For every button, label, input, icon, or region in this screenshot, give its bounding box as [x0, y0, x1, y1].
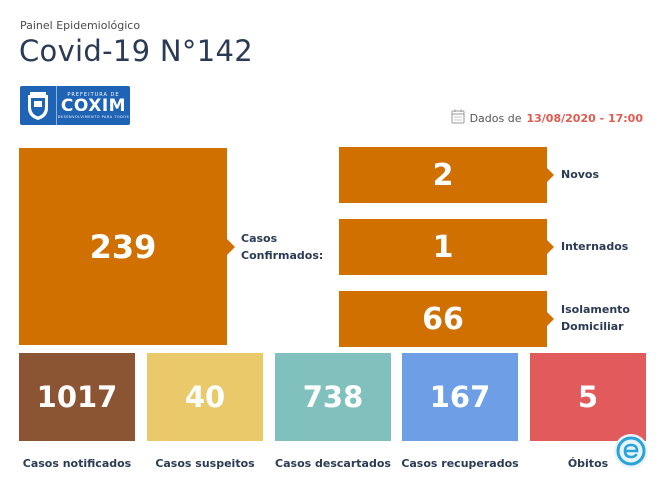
confirmed-label-line2: Confirmados:: [241, 249, 324, 262]
logo-main-text: COXIM: [60, 96, 127, 116]
data-date-line: Dados de 13/08/2020 - 17:00: [451, 109, 643, 127]
recovered-cases-label: Casos recuperados: [401, 457, 519, 470]
page-title: Covid-19 N°142: [19, 34, 253, 68]
hospitalized-value: 1: [432, 229, 454, 265]
recovered-cases-box: 167: [402, 353, 518, 441]
home-isolation-label-line2: Domiciliar: [561, 320, 624, 333]
discarded-cases-label: Casos descartados: [275, 457, 391, 470]
discarded-cases-value: 738: [302, 380, 364, 414]
notified-cases-value: 1017: [36, 380, 118, 414]
new-cases-label-text: Novos: [561, 168, 600, 181]
calendar-icon: [451, 109, 465, 127]
confirmed-cases-label: Casos Confirmados:: [241, 230, 323, 264]
confirmed-label-line1: Casos: [241, 232, 278, 245]
date-prefix: Dados de: [469, 111, 522, 125]
suspected-cases-box: 40: [147, 353, 263, 441]
notified-cases-label: Casos notificados: [22, 457, 132, 470]
new-cases-value: 2: [432, 157, 454, 193]
logo-bottom-text: DESENVOLVIMENTO PARA TODOS: [57, 115, 130, 119]
discarded-cases-box: 738: [275, 353, 391, 441]
home-isolation-box: 66: [339, 291, 554, 347]
home-isolation-label: Isolamento Domiciliar: [561, 301, 630, 335]
hospitalized-label-text: Internados: [561, 240, 629, 253]
suspected-cases-label: Casos suspeitos: [155, 457, 255, 470]
confirmed-cases-box: 239: [19, 148, 235, 345]
logo-top-text: PREFEITURA DE: [67, 92, 120, 98]
deaths-box: 5: [530, 353, 646, 441]
hospitalized-label: Internados: [561, 238, 628, 255]
prefeitura-logo: PREFEITURA DE COXIM DESENVOLVIMENTO PARA…: [20, 86, 130, 125]
deaths-label: Óbitos: [567, 457, 609, 470]
source-logo-icon: [614, 434, 648, 468]
confirmed-cases-value: 239: [89, 227, 157, 266]
city-crest-icon: [20, 86, 56, 125]
home-isolation-label-line1: Isolamento: [561, 303, 630, 316]
home-isolation-value: 66: [422, 301, 464, 337]
suspected-cases-value: 40: [184, 380, 226, 414]
new-cases-box: 2: [339, 147, 554, 203]
date-value: 13/08/2020 - 17:00: [526, 111, 643, 125]
new-cases-label: Novos: [561, 166, 599, 183]
panel-subtitle: Painel Epidemiológico: [20, 19, 141, 32]
recovered-cases-value: 167: [429, 380, 491, 414]
notified-cases-box: 1017: [19, 353, 135, 441]
deaths-value: 5: [577, 380, 599, 414]
hospitalized-box: 1: [339, 219, 554, 275]
